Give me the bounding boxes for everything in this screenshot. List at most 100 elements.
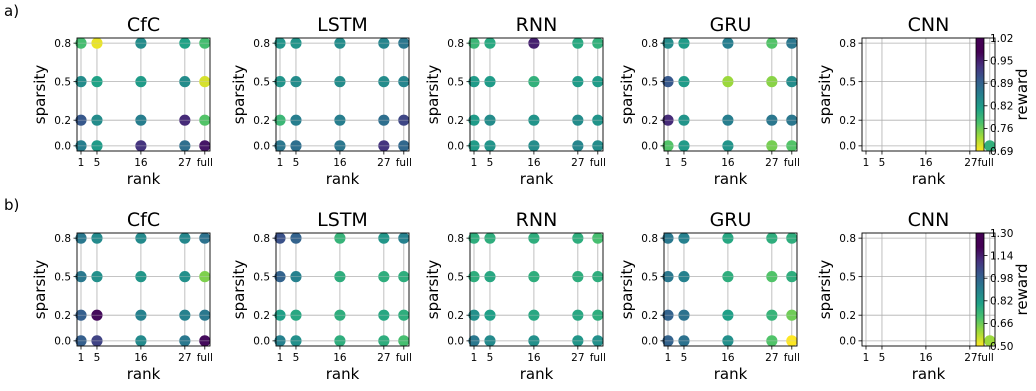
- panel-title: RNN: [516, 14, 558, 36]
- x-tick-label: 27: [571, 352, 584, 364]
- x-tick-label: full: [197, 157, 213, 169]
- panel-title: CfC: [127, 14, 160, 36]
- panel-title: LSTM: [317, 14, 368, 36]
- x-axis-label: rank: [714, 365, 748, 383]
- y-tick-label: 0.8: [641, 233, 658, 245]
- x-tick-label: 16: [333, 352, 347, 364]
- panel-a-lstm: 1 5 16 27 full 0.0 0.2 0.5 0.8 LSTM rank sparsity: [230, 14, 412, 188]
- y-axis-label: sparsity: [230, 260, 248, 320]
- y-tick-label: 0.8: [253, 233, 270, 245]
- row-label-a: a): [4, 2, 19, 20]
- y-axis-label: sparsity: [424, 65, 442, 125]
- y-tick-label: 0.8: [447, 233, 464, 245]
- x-tick-label: 1: [277, 352, 284, 364]
- x-axis-label: rank: [520, 365, 554, 383]
- x-axis-label: rank: [127, 170, 161, 188]
- x-tick-label: 27: [765, 157, 778, 169]
- panel-b-gru: 1 5 16 27 full 0.0 0.2 0.5 0.8 GRU rank sparsity: [618, 209, 800, 383]
- x-axis-label: rank: [912, 170, 946, 188]
- x-axis-label: rank: [520, 170, 554, 188]
- y-tick-label: 0.5: [54, 76, 71, 88]
- x-tick-label: 1: [863, 352, 870, 364]
- plot-area: [470, 38, 603, 151]
- panel-b-lstm: 1 5 16 27 full 0.0 0.2 0.5 0.8 LSTM rank sparsity: [230, 209, 412, 383]
- plot-area: [276, 38, 409, 151]
- panel-b-rnn: 1 5 16 27 full 0.0 0.2 0.5 0.8 RNN rank sparsity: [424, 209, 606, 383]
- colorbar-label: reward: [1013, 69, 1031, 121]
- panel-title: LSTM: [317, 209, 368, 231]
- x-tick-label: 27full: [964, 352, 994, 364]
- y-tick-label: 0.5: [641, 76, 658, 88]
- x-tick-label: 1: [471, 157, 478, 169]
- axes-frame: [469, 232, 604, 347]
- y-tick-label: 0.2: [839, 115, 856, 127]
- plot-area: [276, 233, 409, 346]
- y-tick-label: 0.5: [253, 271, 270, 283]
- plot-area: [664, 233, 797, 346]
- x-tick-label: 27: [765, 352, 778, 364]
- x-tick-label: 1: [471, 352, 478, 364]
- y-tick-label: 0.0: [839, 336, 856, 348]
- y-tick-label: 0.5: [253, 76, 270, 88]
- panel-b-cfc: 1 5 16 27 full 0.0 0.2 0.5 0.8 CfC rank sparsity: [31, 209, 213, 383]
- x-tick-label: 5: [879, 157, 886, 169]
- axes-frame: [469, 37, 604, 152]
- x-axis-label: rank: [127, 365, 161, 383]
- colorbar-gradient: [975, 232, 985, 347]
- y-tick-label: 0.8: [839, 233, 856, 245]
- plot-area: [862, 38, 995, 151]
- x-tick-label: full: [784, 157, 800, 169]
- x-tick-label: 16: [721, 157, 735, 169]
- y-axis-label: sparsity: [816, 260, 834, 320]
- y-tick-label: 0.0: [253, 336, 270, 348]
- y-tick-label: 0.0: [54, 141, 71, 153]
- x-tick-label: 27: [377, 352, 390, 364]
- x-tick-label: 27: [571, 157, 584, 169]
- x-tick-label: 5: [681, 157, 688, 169]
- x-tick-label: 5: [293, 352, 300, 364]
- x-axis-label: rank: [714, 170, 748, 188]
- colorbar: 0.50 0.66 0.82 0.98 1.14 1.30 reward: [975, 228, 1031, 353]
- colorbar-tick-label: 0.76: [990, 123, 1014, 135]
- colorbar-tick-label: 0.82: [990, 296, 1013, 308]
- x-tick-label: 16: [527, 352, 541, 364]
- colorbar-tick-label: 1.02: [990, 33, 1013, 45]
- y-tick-label: 0.8: [447, 38, 464, 50]
- data-point: [984, 140, 996, 152]
- panel-a-cnn: 1 5 16 27full 0.0 0.2 0.5 0.8 CNN rank sparsity 0.6…: [816, 14, 1031, 188]
- colorbar-tick-label: 0.82: [990, 101, 1013, 113]
- y-tick-label: 0.0: [54, 336, 71, 348]
- x-tick-label: full: [197, 352, 213, 364]
- y-tick-label: 0.5: [839, 76, 856, 88]
- plot-area: [862, 233, 995, 346]
- x-tick-label: 16: [134, 352, 148, 364]
- panel-title: GRU: [710, 14, 752, 36]
- colorbar: 0.69 0.76 0.82 0.89 0.95 1.02 reward: [975, 33, 1031, 158]
- data-point: [984, 335, 996, 347]
- x-tick-label: 5: [293, 157, 300, 169]
- x-tick-label: full: [590, 352, 606, 364]
- colorbar-tick-label: 0.95: [990, 55, 1013, 67]
- colorbar-tick-label: 0.66: [990, 318, 1014, 330]
- colorbar-tick-label: 0.69: [990, 146, 1013, 158]
- y-tick-label: 0.0: [253, 141, 270, 153]
- plot-area: [77, 38, 210, 151]
- x-tick-label: 5: [681, 352, 688, 364]
- x-tick-label: 1: [277, 157, 284, 169]
- x-tick-label: 16: [721, 352, 735, 364]
- y-tick-label: 0.0: [641, 141, 658, 153]
- x-tick-label: full: [396, 352, 412, 364]
- y-axis-label: sparsity: [31, 65, 49, 125]
- y-tick-label: 0.5: [447, 76, 464, 88]
- y-tick-label: 0.5: [641, 271, 658, 283]
- colorbar-tick-label: 1.30: [990, 228, 1013, 240]
- y-tick-label: 0.0: [839, 141, 856, 153]
- panel-b-cnn: 1 5 16 27full 0.0 0.2 0.5 0.8 CNN rank sparsity 0.5…: [816, 209, 1031, 383]
- y-axis-label: sparsity: [31, 260, 49, 320]
- colorbar-tick-label: 0.98: [990, 273, 1013, 285]
- panel-title: CNN: [908, 14, 950, 36]
- y-tick-label: 0.2: [54, 310, 71, 322]
- colorbar-gradient: [975, 37, 985, 152]
